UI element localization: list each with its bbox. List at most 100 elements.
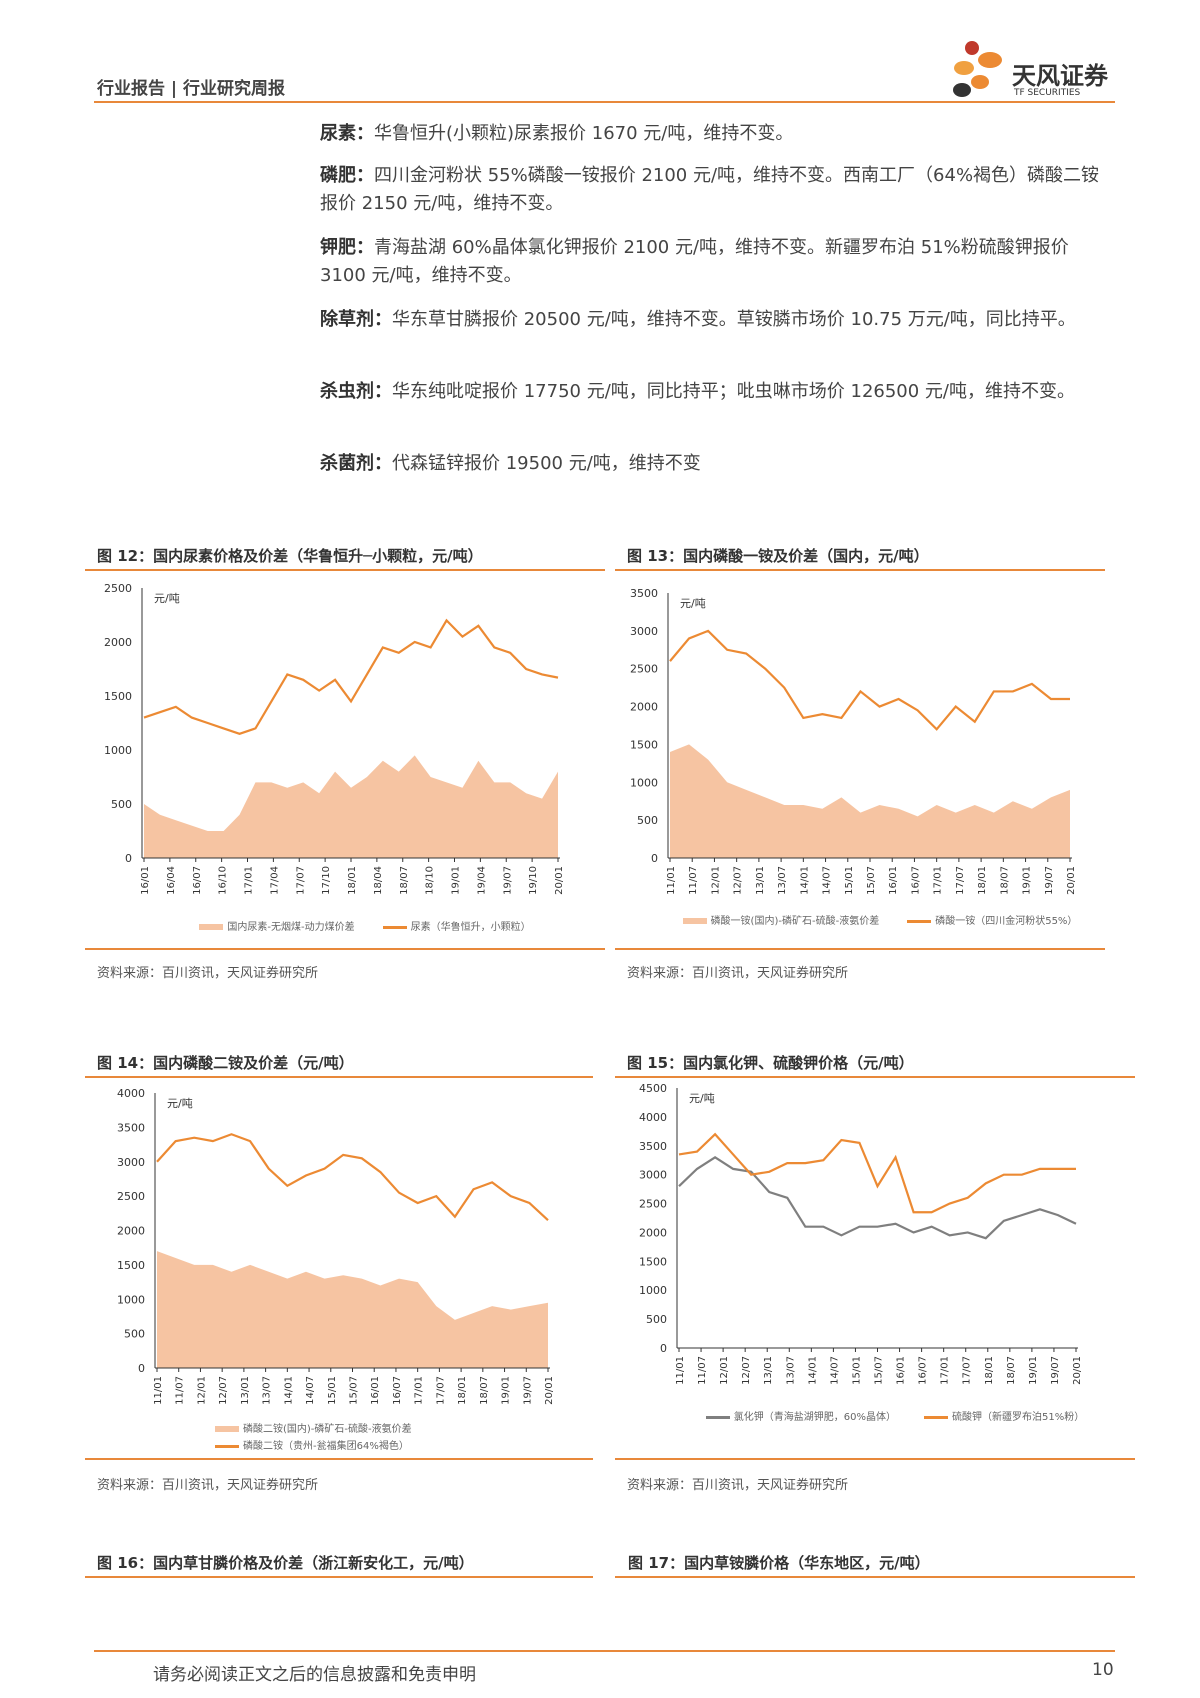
legend-swatch xyxy=(924,1415,948,1419)
x-tick-label: 16/01 xyxy=(140,866,151,895)
x-tick-label: 20/01 xyxy=(544,1376,555,1405)
y-tick-label: 3500 xyxy=(639,1140,667,1153)
x-tick-label: 16/01 xyxy=(888,866,899,895)
x-tick-label: 17/10 xyxy=(321,866,332,895)
y-tick-label: 0 xyxy=(660,1342,667,1355)
source-note: 资料来源：百川资讯，天风证券研究所 xyxy=(97,1478,319,1493)
series-area xyxy=(157,1251,548,1368)
y-tick-label: 3000 xyxy=(117,1156,145,1169)
legend-swatch xyxy=(215,1444,239,1448)
source-note: 资料来源：百川资讯，天风证券研究所 xyxy=(97,966,319,981)
figure-title: 图 13：国内磷酸一铵及价差（国内，元/吨） xyxy=(627,547,929,565)
paragraph-label: 磷肥： xyxy=(320,165,374,186)
legend-swatch xyxy=(907,919,932,923)
y-tick-label: 1000 xyxy=(104,744,132,757)
x-tick-label: 19/04 xyxy=(476,866,487,895)
x-tick-label: 15/01 xyxy=(844,866,855,895)
x-tick-label: 17/07 xyxy=(435,1376,446,1405)
series-line xyxy=(669,629,1070,731)
legend-label: 国内尿素-无烟煤-动力煤价差 xyxy=(227,922,355,933)
paragraph: 杀菌剂：代森锰锌报价 19500 元/吨，维持不变 xyxy=(320,450,1115,478)
paragraph-label: 尿素： xyxy=(320,123,374,144)
paragraph: 钾肥：青海盐湖 60%晶体氯化钾报价 2100 元/吨，维持不变。新疆罗布泊 5… xyxy=(320,234,1115,290)
y-tick-label: 500 xyxy=(637,814,658,827)
y-tick-label: 1500 xyxy=(117,1259,145,1272)
unit-label: 元/吨 xyxy=(154,592,180,605)
x-tick-label: 17/04 xyxy=(269,866,280,895)
x-tick-label: 15/01 xyxy=(327,1376,338,1405)
x-tick-label: 20/01 xyxy=(554,866,565,895)
x-tick-label: 18/07 xyxy=(999,866,1010,895)
footer-divider xyxy=(94,1650,1115,1652)
x-tick-label: 17/01 xyxy=(414,1376,425,1405)
x-tick-label: 17/01 xyxy=(940,1356,951,1385)
paragraph: 尿素：华鲁恒升(小颗粒)尿素报价 1670 元/吨，维持不变。 xyxy=(320,120,1115,148)
x-tick-label: 18/01 xyxy=(984,1356,995,1385)
x-tick-label: 17/01 xyxy=(244,866,255,895)
divider xyxy=(615,1458,1135,1460)
paragraph-label: 杀菌剂： xyxy=(320,453,392,474)
report-header: 行业报告 | 行业研究周报 xyxy=(97,79,286,99)
y-tick-label: 500 xyxy=(646,1313,667,1326)
series-area xyxy=(670,744,1070,858)
tf-securities-logo xyxy=(953,41,1002,97)
legend-label: 磷酸一铵（四川金河粉状55%） xyxy=(935,916,1078,927)
logo-subtext: TF SECURITIES xyxy=(1014,88,1081,98)
logo-text: 天风证券 xyxy=(1012,62,1108,90)
y-tick-label: 2500 xyxy=(117,1190,145,1203)
legend-item: 尿素（华鲁恒升，小颗粒） xyxy=(382,918,531,933)
y-tick-label: 2000 xyxy=(104,636,132,649)
divider xyxy=(85,1576,593,1578)
divider xyxy=(85,569,605,571)
y-tick-label: 1000 xyxy=(639,1284,667,1297)
paragraph-label: 杀虫剂： xyxy=(320,381,392,402)
x-tick-label: 18/07 xyxy=(1006,1356,1017,1385)
y-tick-label: 1500 xyxy=(639,1255,667,1268)
x-tick-label: 16/01 xyxy=(896,1356,907,1385)
y-tick-label: 0 xyxy=(138,1362,145,1375)
x-tick-label: 19/01 xyxy=(1028,1356,1039,1385)
y-tick-label: 2500 xyxy=(639,1198,667,1211)
divider xyxy=(615,569,1105,571)
x-tick-label: 11/01 xyxy=(675,1356,686,1385)
x-tick-label: 16/10 xyxy=(218,866,229,895)
series-area xyxy=(144,755,558,858)
x-tick-label: 13/01 xyxy=(240,1376,251,1405)
x-tick-label: 12/01 xyxy=(719,1356,730,1385)
series-line xyxy=(156,1133,549,1221)
x-tick-label: 17/07 xyxy=(955,866,966,895)
y-tick-label: 500 xyxy=(124,1328,145,1341)
x-tick-label: 19/01 xyxy=(501,1376,512,1405)
legend-swatch xyxy=(382,925,407,929)
legend: 国内尿素-无烟煤-动力煤价差 尿素（华鲁恒升，小颗粒） xyxy=(135,918,595,933)
x-tick-label: 18/07 xyxy=(399,866,410,895)
y-tick-label: 3000 xyxy=(639,1169,667,1182)
series-line xyxy=(678,1156,1077,1240)
y-tick-label: 2500 xyxy=(104,582,132,595)
x-tick-label: 18/01 xyxy=(977,866,988,895)
x-tick-label: 19/01 xyxy=(451,866,462,895)
x-tick-label: 12/01 xyxy=(710,866,721,895)
legend-label: 磷酸二铵(国内)-磷矿石-硫酸-液氨价差 xyxy=(243,1424,412,1435)
y-tick-label: 3500 xyxy=(117,1121,145,1134)
paragraph-label: 除草剂： xyxy=(320,309,392,330)
x-tick-label: 16/04 xyxy=(166,866,177,895)
x-tick-label: 13/01 xyxy=(755,866,766,895)
x-tick-label: 14/01 xyxy=(283,1376,294,1405)
paragraph-text: 青海盐湖 60%晶体氯化钾报价 2100 元/吨，维持不变。新疆罗布泊 51%粉… xyxy=(320,237,1069,286)
paragraph-text: 代森锰锌报价 19500 元/吨，维持不变 xyxy=(392,453,701,474)
legend-swatch xyxy=(215,1426,239,1432)
paragraph-text: 四川金河粉状 55%磷酸一铵报价 2100 元/吨，维持不变。西南工厂（64%褐… xyxy=(320,165,1100,214)
x-tick-label: 15/07 xyxy=(866,866,877,895)
x-tick-label: 18/01 xyxy=(347,866,358,895)
legend-item: 氯化钾（青海盐湖钾肥，60%晶体） xyxy=(705,1408,896,1423)
x-tick-label: 11/01 xyxy=(153,1376,164,1405)
x-tick-label: 14/01 xyxy=(807,1356,818,1385)
disclaimer: 请务必阅读正文之后的信息披露和免责申明 xyxy=(153,1665,476,1685)
x-tick-label: 15/07 xyxy=(874,1356,885,1385)
x-tick-label: 12/07 xyxy=(218,1376,229,1405)
y-tick-label: 4500 xyxy=(639,1082,667,1095)
legend-swatch xyxy=(199,924,224,930)
y-tick-label: 1500 xyxy=(104,690,132,703)
y-tick-label: 2000 xyxy=(630,701,658,714)
